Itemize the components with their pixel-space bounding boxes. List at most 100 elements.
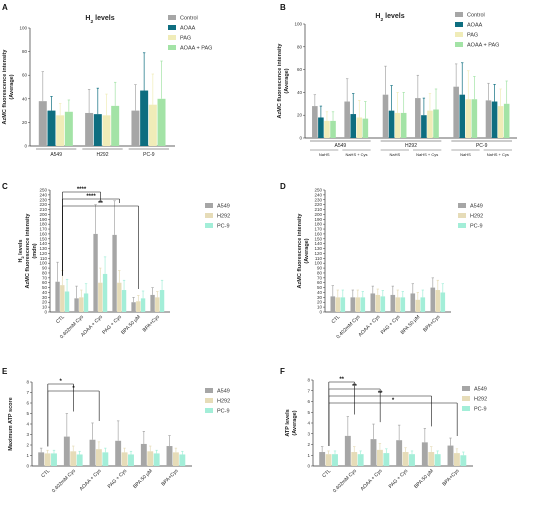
y-tick-label: 1 bbox=[307, 453, 310, 458]
y-tick-label: 170 bbox=[39, 227, 47, 232]
bar bbox=[38, 101, 47, 146]
bar bbox=[447, 445, 454, 466]
legend-swatch bbox=[205, 213, 213, 218]
legend-swatch bbox=[205, 408, 213, 413]
bar bbox=[140, 443, 147, 466]
bar bbox=[64, 291, 70, 312]
y-tick-label: 230 bbox=[39, 197, 47, 202]
bar bbox=[172, 452, 179, 466]
y-axis-label: AzMC fluorescence intensity bbox=[2, 49, 8, 125]
legend-label: H292 bbox=[474, 397, 487, 403]
significance-label: * bbox=[392, 398, 395, 404]
y-tick-label: 120 bbox=[314, 251, 322, 256]
y-tick-label: 170 bbox=[314, 227, 322, 232]
bar bbox=[433, 109, 439, 138]
legend-label: H292 bbox=[470, 214, 483, 220]
y-tick-label: 8 bbox=[307, 378, 310, 383]
legend-label: PAG bbox=[467, 33, 478, 39]
bar bbox=[312, 106, 318, 138]
legend-swatch bbox=[168, 15, 176, 20]
y-tick-label: 3 bbox=[26, 432, 29, 437]
y-axis-label: (Average) bbox=[304, 238, 310, 263]
y-tick-label: 5 bbox=[26, 411, 29, 416]
bar bbox=[93, 114, 102, 146]
bar bbox=[56, 115, 65, 146]
y-tick-label: 140 bbox=[39, 241, 47, 246]
y-axis-label: H2 levels bbox=[18, 240, 25, 263]
bar bbox=[430, 287, 436, 312]
bar bbox=[102, 115, 111, 146]
bar bbox=[421, 442, 428, 466]
y-tick-label: 140 bbox=[314, 241, 322, 246]
significance-label: ** bbox=[339, 377, 344, 383]
panel-c: C H2 levels AzMC fluorescence intensity (md… bbox=[2, 182, 230, 340]
y-tick-label: 250 bbox=[39, 188, 47, 193]
x-category-label: NaHS bbox=[319, 152, 330, 157]
panel-letter: A bbox=[2, 3, 8, 12]
y-tick-label: 8 bbox=[26, 380, 29, 385]
y-tick-label: 40 bbox=[22, 96, 28, 101]
y-axis-label: (mdn) bbox=[32, 243, 38, 258]
y-tick-label: 10 bbox=[317, 305, 323, 310]
bar bbox=[415, 98, 421, 138]
y-tick-label: 20 bbox=[297, 113, 303, 118]
legend-label: Control bbox=[180, 16, 198, 22]
legend-swatch bbox=[455, 42, 463, 47]
bar bbox=[111, 105, 120, 146]
y-tick-label: 20 bbox=[42, 300, 48, 305]
y-tick-label: 100 bbox=[19, 26, 27, 31]
bar bbox=[131, 110, 140, 146]
y-tick-label: 80 bbox=[22, 49, 28, 54]
panel-letter: B bbox=[280, 3, 286, 12]
bar bbox=[55, 281, 60, 312]
y-tick-label: 2 bbox=[307, 442, 310, 447]
x-category-label: BPA+Cys bbox=[441, 468, 461, 488]
bar bbox=[395, 297, 401, 312]
panel-letter: F bbox=[280, 367, 285, 376]
bar bbox=[64, 111, 73, 146]
y-tick-label: 3 bbox=[307, 431, 310, 436]
x-category-label: CTL bbox=[40, 468, 51, 479]
bar bbox=[356, 117, 363, 138]
x-category-label: CTL bbox=[55, 314, 66, 325]
legend-label: Control bbox=[467, 13, 485, 19]
bar bbox=[76, 454, 83, 466]
bar bbox=[150, 294, 155, 312]
y-tick-label: 40 bbox=[317, 290, 323, 295]
chart-title: H2 levels bbox=[375, 13, 404, 23]
y-tick-label: 7 bbox=[307, 388, 310, 393]
x-category-label: 0.402mM Cys bbox=[51, 468, 77, 494]
legend-swatch bbox=[455, 12, 463, 17]
bar bbox=[128, 454, 134, 466]
bar bbox=[350, 297, 356, 312]
x-category-label: BPA 50 µM bbox=[413, 468, 435, 490]
bar bbox=[47, 110, 56, 146]
bar bbox=[409, 454, 415, 466]
bar bbox=[410, 293, 416, 312]
y-tick-label: 100 bbox=[314, 261, 322, 266]
bar bbox=[435, 290, 441, 312]
y-tick-label: 50 bbox=[42, 285, 48, 290]
y-tick-label: 210 bbox=[314, 207, 322, 212]
bar bbox=[121, 452, 128, 466]
y-tick-label: 110 bbox=[315, 256, 323, 261]
bar bbox=[147, 451, 154, 466]
y-tick-label: 2 bbox=[26, 443, 29, 448]
y-tick-label: 80 bbox=[42, 270, 48, 275]
y-tick-label: 220 bbox=[39, 202, 47, 207]
y-tick-label: 40 bbox=[42, 290, 48, 295]
bar bbox=[421, 115, 427, 138]
legend-swatch bbox=[462, 396, 470, 401]
bar bbox=[89, 439, 96, 466]
y-tick-label: 90 bbox=[317, 266, 323, 271]
y-tick-label: 60 bbox=[22, 73, 28, 78]
bar bbox=[471, 99, 478, 138]
y-tick-label: 80 bbox=[317, 270, 323, 275]
x-category-label: AOAA + Cys bbox=[79, 468, 103, 492]
legend-label: PC-9 bbox=[217, 224, 230, 230]
x-category-label: NaHS bbox=[389, 152, 400, 157]
bar bbox=[376, 449, 383, 466]
legend-swatch bbox=[458, 203, 466, 208]
bar bbox=[70, 451, 77, 466]
